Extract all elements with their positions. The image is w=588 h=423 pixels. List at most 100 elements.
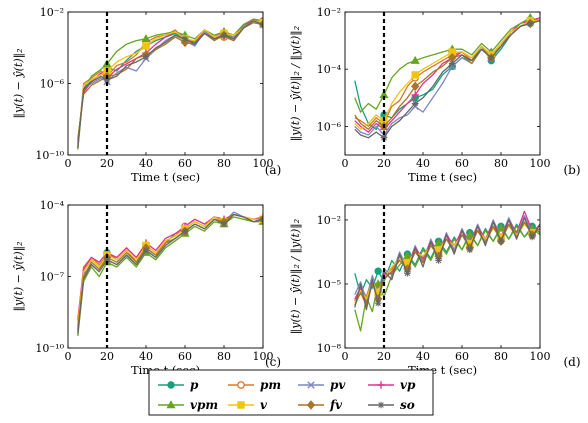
series-line-so	[354, 19, 540, 139]
panel-label: (c)	[265, 355, 281, 369]
data-point-v	[142, 42, 150, 50]
legend-item-pm: pm	[228, 378, 281, 392]
y-axis-label: ‖y(t) − ŷ(t)‖₂ / ‖y(t)‖₂	[289, 219, 303, 334]
y-tick-label: 10⁻⁴	[317, 63, 342, 76]
legend-marker	[237, 381, 245, 389]
legend-box	[148, 369, 434, 416]
series-line-fv	[77, 22, 263, 139]
data-point-so	[103, 76, 111, 84]
x-tick-label: 80	[217, 157, 231, 170]
x-tick-label: 0	[65, 157, 72, 170]
panel-label: (b)	[563, 163, 580, 177]
y-tick-label: 10⁻²	[317, 6, 341, 19]
x-tick-label: 20	[100, 157, 114, 170]
x-tick-label: 60	[455, 157, 469, 170]
legend-label: so	[400, 398, 415, 412]
series-group	[354, 210, 540, 332]
legend: p pm pv vp vpm v fv so	[148, 369, 434, 416]
series-line-vp	[354, 210, 540, 304]
series-group	[354, 13, 540, 142]
x-tick-label: 0	[342, 350, 349, 363]
legend-item-pv: pv	[298, 378, 346, 392]
y-tick-label: 10⁻⁸	[317, 342, 342, 355]
legend-label: pv	[330, 378, 346, 392]
data-point-vpm	[496, 223, 506, 232]
data-point-vpm	[465, 230, 475, 239]
data-point-so	[404, 270, 411, 277]
series-line-vpm	[77, 216, 263, 337]
series-line-fv	[77, 213, 263, 329]
series-line-so	[77, 213, 263, 334]
x-tick-label: 60	[178, 157, 192, 170]
y-tick-label: 10⁻¹⁰	[35, 342, 64, 355]
series-line-so	[354, 217, 540, 311]
x-tick-label: 100	[253, 157, 274, 170]
x-tick-label: 40	[416, 157, 430, 170]
x-tick-label: 0	[342, 157, 349, 170]
data-point-vp	[411, 91, 419, 99]
legend-marker	[237, 401, 245, 409]
legend-label: vp	[400, 378, 416, 392]
legend-label: v	[260, 398, 268, 412]
legend-item-so: so	[368, 398, 415, 412]
data-point-so	[220, 32, 228, 39]
data-point-vpm	[402, 251, 412, 260]
x-tick-label: 60	[455, 350, 469, 363]
data-point-so	[488, 54, 495, 61]
x-tick-label: 100	[253, 350, 274, 363]
plot-frame	[344, 11, 541, 156]
data-point-so	[142, 53, 150, 60]
data-point-vpm	[373, 279, 383, 288]
x-axis-label: Time t (sec)	[131, 170, 200, 184]
x-axis-label: Time t (sec)	[408, 170, 477, 184]
data-point-so	[181, 228, 189, 235]
legend-item-vpm: vpm	[158, 398, 218, 412]
data-point-p	[374, 267, 382, 275]
data-point-so	[435, 257, 442, 264]
legend-marker	[307, 381, 315, 389]
x-tick-label: 40	[416, 350, 430, 363]
series-line-pv	[77, 211, 263, 327]
series-line-p	[354, 19, 540, 130]
x-tick-label: 0	[65, 350, 72, 363]
panel-label: (a)	[265, 163, 282, 177]
legend-label: fv	[329, 398, 343, 412]
data-point-so	[374, 299, 382, 307]
y-tick-label: 10⁻²	[40, 6, 64, 19]
legend-marker	[167, 381, 175, 389]
data-point-so	[181, 35, 189, 43]
series-line-so	[77, 20, 263, 148]
legend-marker	[377, 401, 385, 409]
y-tick-label: 10⁻⁵	[317, 278, 341, 291]
y-tick-label: 10⁻⁶	[317, 120, 342, 133]
data-point-so	[103, 256, 111, 264]
data-point-vpm	[141, 34, 151, 43]
series-line-vpm	[354, 17, 540, 113]
plot-frame	[67, 204, 264, 349]
x-tick-label: 60	[178, 350, 192, 363]
series-line-v	[77, 20, 263, 147]
data-point-fv	[411, 81, 420, 92]
panel-label: (d)	[563, 355, 580, 369]
x-tick-label: 40	[139, 350, 153, 363]
y-axis-label: ‖y(t) − ŷ(t)‖₂ / ‖y(t)‖₂	[289, 26, 303, 141]
chart-panel-0: 0 20 40 60 80 100 10⁻¹⁰ 10⁻⁶ 10⁻² Time t (sec) ‖y(…	[12, 6, 281, 184]
data-point-so	[412, 100, 419, 107]
series-group	[77, 211, 263, 337]
y-axis-label: ‖y(t) − ŷ(t)‖₂	[12, 241, 26, 311]
series-line-v	[354, 19, 540, 130]
legend-marker	[377, 381, 385, 389]
series-line-v	[77, 213, 263, 325]
y-tick-label: 10⁻⁷	[40, 271, 65, 284]
y-tick-label: 10⁻⁴	[40, 199, 65, 212]
legend-item-fv: fv	[298, 398, 343, 412]
data-point-v	[411, 71, 419, 79]
plot-frame	[344, 204, 541, 349]
chart-panel-1: 0 20 40 60 80 100 10⁻⁶ 10⁻⁴ 10⁻² Time t (sec) ‖y(t…	[289, 6, 581, 184]
data-point-so	[497, 238, 505, 245]
series-line-pm	[77, 213, 263, 322]
legend-item-p: p	[158, 378, 199, 392]
data-point-so	[142, 247, 150, 254]
legend-label: vpm	[190, 398, 218, 412]
